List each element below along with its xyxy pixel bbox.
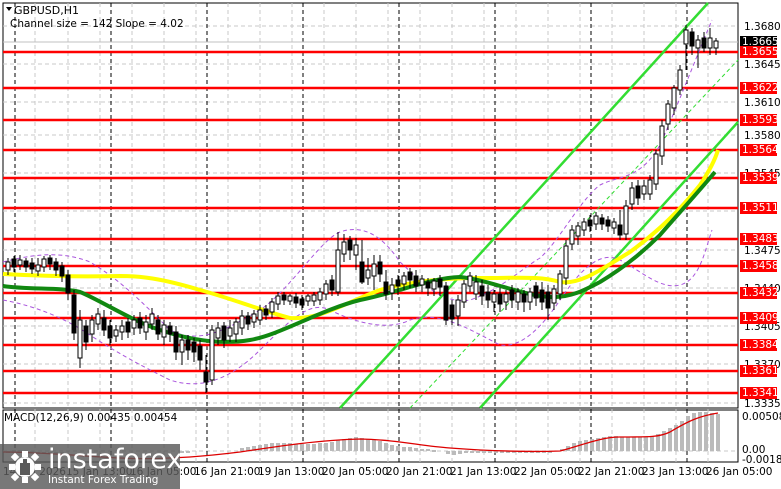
time-tick: 20 Jan 21:00: [386, 466, 453, 478]
instaforex-watermark: instaforex Instant Forex Trading: [0, 444, 183, 489]
price-tick: 1.3475: [744, 245, 781, 257]
price-tick: 1.3680: [744, 21, 781, 33]
time-tick: 23 Jan 13:00: [642, 466, 709, 478]
time-tick: 26 Jan 05:00: [706, 466, 773, 478]
macd-axis-min: -0.00186: [742, 454, 781, 466]
channel-info: Channel size = 142 Slope = 4.02: [10, 18, 184, 30]
level-tag: 1.3564: [740, 144, 779, 156]
price-tick: 1.3645: [744, 59, 781, 71]
level-tag: 1.3361: [740, 365, 779, 377]
time-tick: 20 Jan 05:00: [322, 466, 389, 478]
time-tick: 22 Jan 21:00: [578, 466, 645, 478]
level-tag: 1.3483: [740, 233, 779, 245]
triangle-down-icon[interactable]: [6, 7, 12, 11]
current-price-tag: 1.3665: [740, 36, 779, 48]
price-tick: 1.3335: [744, 398, 781, 410]
macd-axis-zero: 0.00: [742, 444, 766, 456]
candlesticks[interactable]: [5, 25, 719, 393]
level-tag: 1.3409: [740, 312, 779, 324]
time-tick: 16 Jan 21:00: [194, 466, 261, 478]
level-tag: 1.3511: [740, 202, 779, 214]
macd-label: MACD(12,26,9) 0.00435 0.00454: [4, 412, 178, 424]
symbol-title: GBPUSD,H1: [14, 4, 79, 17]
level-tag: 1.3593: [740, 114, 779, 126]
macd-axis-max: 0.00508: [742, 411, 781, 423]
watermark-tagline: Instant Forex Trading: [48, 474, 159, 486]
watermark-brand: instaforex: [48, 444, 183, 475]
fast-moving-average: [2, 170, 717, 344]
level-tag: 1.3655: [740, 46, 779, 58]
level-tag: 1.3458: [740, 260, 779, 272]
level-tag: 1.3622: [740, 82, 779, 94]
gear-logo-icon: [9, 451, 41, 483]
price-tick: 1.3580: [744, 130, 781, 142]
time-tick: 21 Jan 13:00: [450, 466, 517, 478]
macd-histogram: [6, 412, 720, 455]
level-tag: 1.3539: [740, 172, 779, 184]
price-tick: 1.3610: [744, 97, 781, 109]
time-tick: 19 Jan 13:00: [258, 466, 325, 478]
time-tick: 22 Jan 05:00: [514, 466, 581, 478]
level-tag: 1.3384: [740, 339, 779, 351]
level-tag: 1.3432: [740, 287, 779, 299]
grid-horizontal: [3, 25, 738, 452]
price-tick: 1.3405: [744, 321, 781, 333]
level-tag: 1.3341: [740, 387, 779, 399]
price-panel-frame: [2, 2, 739, 409]
